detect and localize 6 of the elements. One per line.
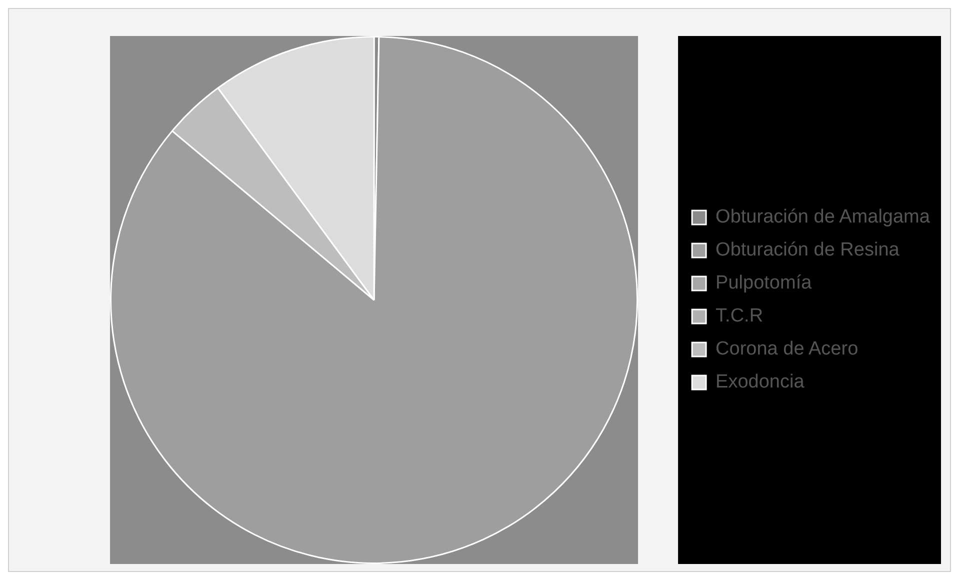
legend-label: T.C.R	[716, 306, 764, 327]
legend-label: Obturación de Amalgama	[716, 206, 930, 228]
legend-label: Obturación de Resina	[716, 240, 900, 261]
legend-label: Exodoncia	[716, 372, 805, 393]
legend-label: Pulpotomía	[716, 272, 812, 294]
legend-label: Corona de Acero	[716, 338, 858, 360]
